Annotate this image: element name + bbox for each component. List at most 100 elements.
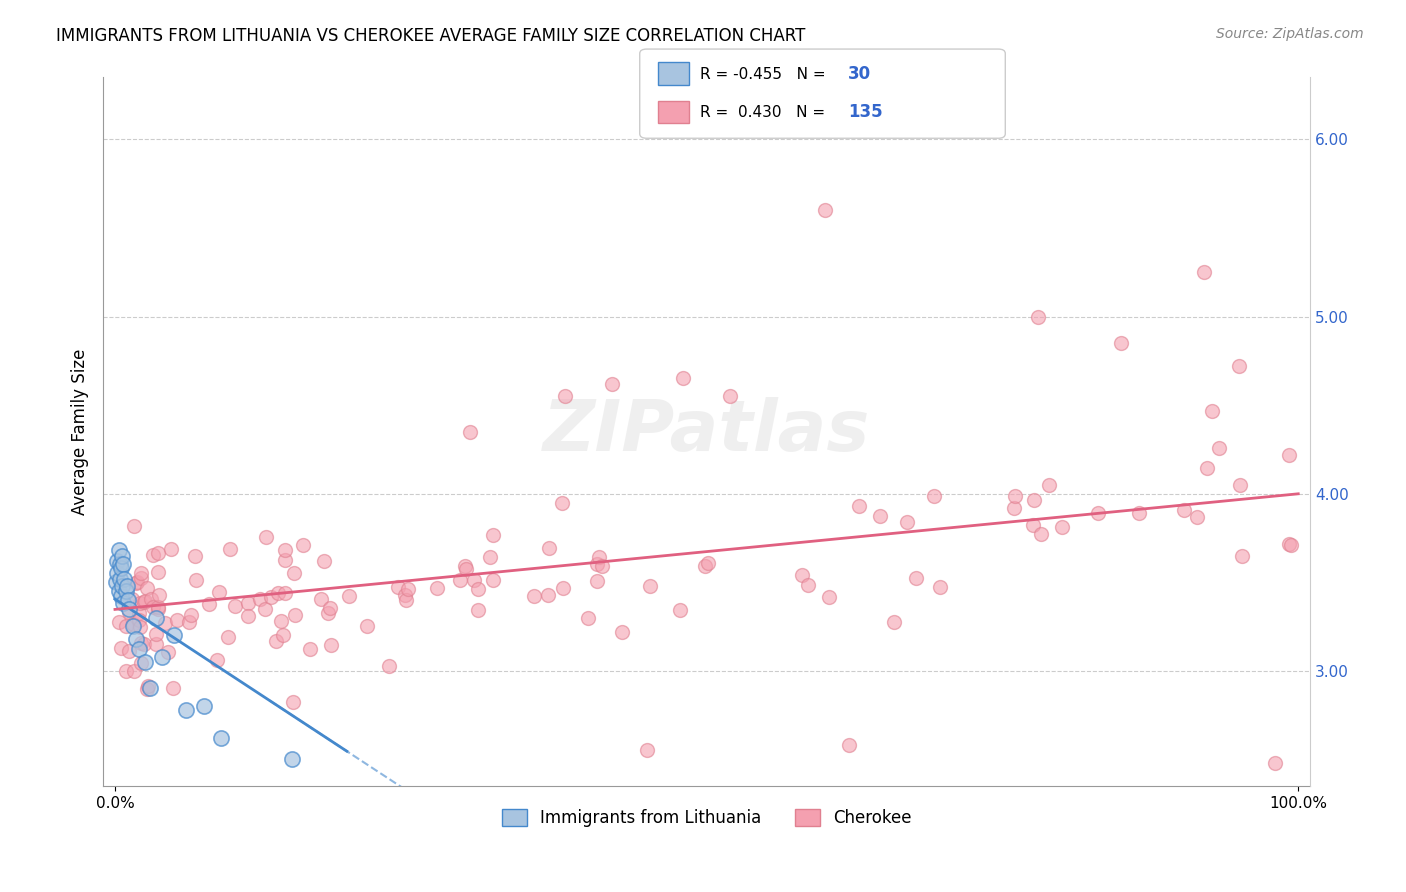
Point — [1109, 336, 1132, 351]
Point — [1002, 501, 1025, 516]
Point — [207, 652, 229, 666]
Point — [669, 603, 692, 617]
Point — [316, 606, 339, 620]
Point — [271, 628, 294, 642]
Point — [588, 549, 610, 564]
Y-axis label: Average Family Size: Average Family Size — [72, 349, 89, 515]
Point — [142, 600, 165, 615]
Point — [129, 571, 152, 585]
Point — [105, 566, 128, 581]
Point — [612, 625, 634, 640]
Point — [125, 574, 148, 589]
Point — [463, 574, 485, 588]
Point — [797, 577, 820, 591]
Point — [883, 615, 905, 629]
Point — [591, 558, 613, 573]
Point — [112, 596, 135, 610]
Point — [482, 528, 505, 542]
Point — [166, 614, 188, 628]
Point — [112, 572, 135, 586]
Point — [174, 703, 197, 717]
Point — [1208, 442, 1230, 456]
Point — [1232, 549, 1254, 564]
Point — [467, 582, 489, 596]
Point — [193, 699, 215, 714]
Point — [114, 618, 136, 632]
Point — [458, 425, 481, 439]
Point — [145, 638, 167, 652]
Point — [254, 529, 277, 543]
Point — [146, 602, 169, 616]
Point — [274, 586, 297, 600]
Point — [274, 543, 297, 558]
Point — [274, 553, 297, 567]
Point — [156, 645, 179, 659]
Point — [141, 548, 163, 562]
Point — [576, 610, 599, 624]
Point — [1022, 493, 1045, 508]
Point — [134, 637, 156, 651]
Point — [145, 610, 167, 624]
Point — [115, 579, 138, 593]
Point — [114, 584, 136, 599]
Point — [896, 515, 918, 529]
Text: R =  0.430   N =: R = 0.430 N = — [700, 105, 830, 120]
Point — [217, 630, 239, 644]
Point — [1173, 503, 1195, 517]
Point — [139, 681, 162, 696]
Point — [267, 586, 290, 600]
Point — [905, 571, 928, 585]
Point — [790, 568, 813, 582]
Point — [108, 572, 131, 586]
Point — [467, 603, 489, 617]
Point — [197, 597, 219, 611]
Point — [146, 599, 169, 614]
Point — [929, 580, 952, 594]
Point — [155, 616, 177, 631]
Point — [1229, 477, 1251, 491]
Point — [1038, 478, 1060, 492]
Point — [1050, 520, 1073, 534]
Point — [551, 582, 574, 596]
Point — [111, 579, 134, 593]
Point — [818, 590, 841, 604]
Point — [150, 649, 173, 664]
Point — [537, 588, 560, 602]
Point — [318, 601, 340, 615]
Point — [129, 657, 152, 671]
Point — [110, 561, 132, 575]
Point — [111, 549, 134, 563]
Point — [387, 580, 409, 594]
Point — [145, 627, 167, 641]
Point — [454, 562, 477, 576]
Point — [697, 556, 720, 570]
Point — [284, 607, 307, 622]
Point — [148, 546, 170, 560]
Point — [122, 664, 145, 678]
Point — [236, 596, 259, 610]
Point — [396, 582, 419, 596]
Point — [378, 659, 401, 673]
Point — [838, 738, 860, 752]
Point — [426, 582, 449, 596]
Point — [105, 554, 128, 568]
Point — [107, 543, 129, 558]
Text: IMMIGRANTS FROM LITHUANIA VS CHEROKEE AVERAGE FAMILY SIZE CORRELATION CHART: IMMIGRANTS FROM LITHUANIA VS CHEROKEE AV… — [56, 27, 806, 45]
Point — [129, 620, 152, 634]
Point — [640, 579, 662, 593]
Point — [1026, 310, 1049, 324]
Point — [869, 508, 891, 523]
Text: Source: ZipAtlas.com: Source: ZipAtlas.com — [1216, 27, 1364, 41]
Point — [105, 575, 128, 590]
Point — [321, 638, 343, 652]
Point — [183, 549, 205, 564]
Point — [118, 643, 141, 657]
Point — [454, 559, 477, 574]
Point — [219, 541, 242, 556]
Point — [124, 576, 146, 591]
Point — [128, 642, 150, 657]
Point — [718, 389, 741, 403]
Point — [124, 519, 146, 533]
Point — [478, 550, 501, 565]
Point — [283, 566, 305, 580]
